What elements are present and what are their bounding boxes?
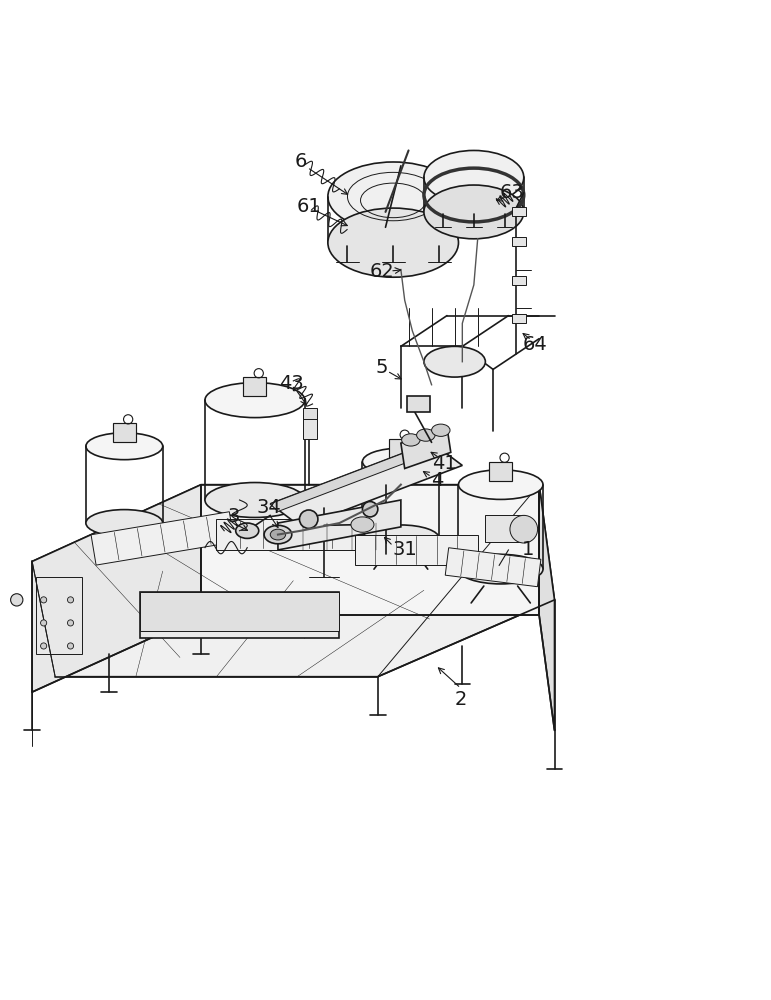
Text: 64: 64 xyxy=(523,335,547,354)
Polygon shape xyxy=(271,442,439,512)
Text: 3: 3 xyxy=(227,507,240,526)
Ellipse shape xyxy=(424,346,486,377)
Polygon shape xyxy=(140,592,339,631)
Ellipse shape xyxy=(67,620,73,626)
Polygon shape xyxy=(91,512,234,565)
Text: 61: 61 xyxy=(296,197,321,216)
Ellipse shape xyxy=(416,429,435,441)
Bar xyxy=(244,377,267,396)
Ellipse shape xyxy=(459,554,543,584)
Ellipse shape xyxy=(351,517,374,532)
Ellipse shape xyxy=(424,150,524,204)
Ellipse shape xyxy=(299,510,318,528)
Text: 43: 43 xyxy=(279,374,304,393)
Text: 5: 5 xyxy=(375,358,388,377)
Ellipse shape xyxy=(11,594,23,606)
Ellipse shape xyxy=(41,597,47,603)
Ellipse shape xyxy=(264,525,291,544)
Polygon shape xyxy=(32,485,554,677)
Bar xyxy=(407,396,430,412)
Ellipse shape xyxy=(86,433,163,460)
Ellipse shape xyxy=(86,510,163,536)
Text: 63: 63 xyxy=(500,183,524,202)
Ellipse shape xyxy=(41,620,47,626)
Bar xyxy=(303,408,317,419)
Polygon shape xyxy=(271,442,463,527)
Ellipse shape xyxy=(328,162,459,231)
Ellipse shape xyxy=(236,523,259,538)
Bar xyxy=(512,314,526,323)
Ellipse shape xyxy=(271,529,285,540)
Ellipse shape xyxy=(362,525,439,552)
Polygon shape xyxy=(217,519,355,550)
Ellipse shape xyxy=(67,597,73,603)
Ellipse shape xyxy=(205,383,305,418)
Ellipse shape xyxy=(362,502,378,517)
Ellipse shape xyxy=(328,208,459,277)
Polygon shape xyxy=(140,592,339,638)
Bar xyxy=(113,423,136,442)
Ellipse shape xyxy=(205,483,305,517)
Ellipse shape xyxy=(41,643,47,649)
Ellipse shape xyxy=(459,470,543,499)
Text: 2: 2 xyxy=(455,690,467,709)
Text: 1: 1 xyxy=(521,540,534,559)
Polygon shape xyxy=(445,548,541,587)
Ellipse shape xyxy=(402,434,420,446)
Polygon shape xyxy=(355,535,478,565)
Text: 41: 41 xyxy=(433,454,457,473)
Ellipse shape xyxy=(510,515,537,543)
Ellipse shape xyxy=(362,448,439,475)
Bar xyxy=(512,207,526,216)
Polygon shape xyxy=(201,485,539,615)
Bar xyxy=(303,415,317,439)
Text: 34: 34 xyxy=(256,498,281,517)
Bar xyxy=(486,515,524,542)
Bar xyxy=(512,237,526,246)
Bar xyxy=(389,439,412,458)
Ellipse shape xyxy=(424,185,524,239)
Polygon shape xyxy=(539,485,554,730)
Text: 4: 4 xyxy=(432,471,444,490)
Polygon shape xyxy=(278,500,401,550)
Polygon shape xyxy=(401,427,451,469)
Text: 62: 62 xyxy=(369,262,394,281)
Bar xyxy=(36,577,82,654)
Text: 6: 6 xyxy=(295,152,307,171)
Text: 31: 31 xyxy=(392,540,417,559)
Ellipse shape xyxy=(432,424,450,436)
Polygon shape xyxy=(32,485,201,692)
Ellipse shape xyxy=(67,643,73,649)
Bar xyxy=(490,462,512,481)
Bar xyxy=(512,276,526,285)
